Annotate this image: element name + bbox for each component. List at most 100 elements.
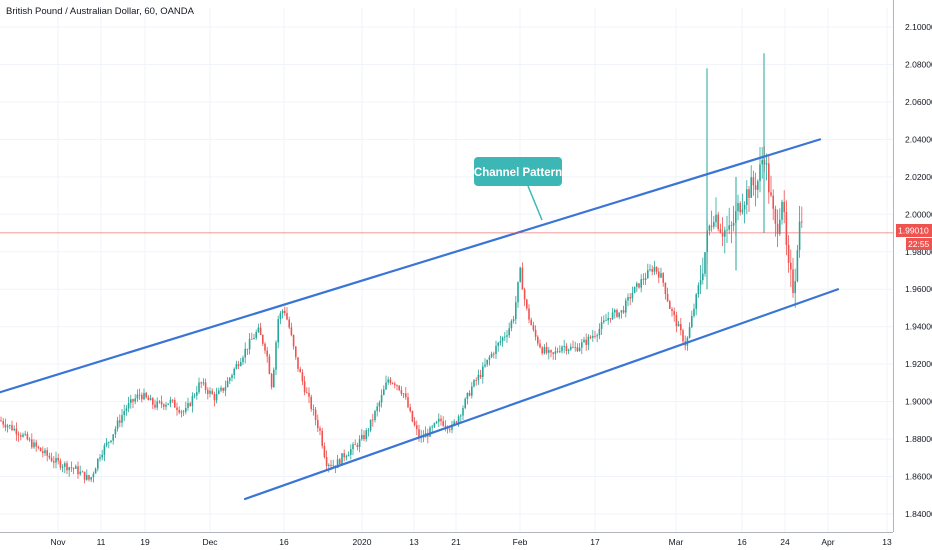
candle-body <box>42 451 44 454</box>
candle-body <box>770 192 772 196</box>
candle-body <box>708 225 711 231</box>
candle-body <box>244 348 246 358</box>
candle-body <box>541 347 543 354</box>
candle-body <box>699 280 702 286</box>
candle-body <box>341 453 343 464</box>
candle-body <box>658 271 660 278</box>
candle-body <box>790 262 792 270</box>
candle-body <box>583 339 585 343</box>
channel-upper-line[interactable] <box>0 138 822 394</box>
chart-title: British Pound / Australian Dollar, 60, O… <box>6 6 194 17</box>
candle-body <box>508 328 510 336</box>
candle-body <box>644 278 647 281</box>
candle-body <box>798 221 801 251</box>
price-axis[interactable] <box>893 0 932 550</box>
candle-body <box>222 387 224 391</box>
candle-body <box>125 408 128 412</box>
candle-body <box>636 283 638 287</box>
channel-callout[interactable]: Channel Pattern <box>474 157 562 221</box>
candle-body <box>565 345 568 351</box>
time-axis[interactable] <box>0 532 932 550</box>
candle-body <box>649 269 651 271</box>
candle-body <box>539 343 541 348</box>
candle-body <box>721 232 724 237</box>
candle-body <box>262 334 264 344</box>
candle-body <box>633 286 636 294</box>
candle-body <box>389 379 392 384</box>
candle-body <box>138 394 141 396</box>
candle-body <box>15 428 18 435</box>
candle-body <box>35 442 37 447</box>
candle-body <box>358 439 361 447</box>
x-tick-label: 2020 <box>353 537 372 547</box>
candle-body <box>774 208 777 224</box>
candle-body <box>449 429 451 431</box>
candle-body <box>537 336 539 344</box>
candle-body <box>279 313 282 320</box>
candle-body <box>748 189 750 198</box>
candle-body <box>594 335 596 337</box>
candle-body <box>479 374 482 378</box>
candle-body <box>585 339 587 345</box>
y-tick-label: 1.90000 <box>905 397 932 407</box>
candle-body <box>171 399 174 401</box>
candle-body <box>143 392 145 400</box>
candle-body <box>11 425 13 431</box>
candle-body <box>664 282 667 295</box>
last-price-tag: 1.99010 22:55 <box>896 224 932 250</box>
candle-body <box>59 460 62 468</box>
candle-body <box>336 459 339 468</box>
candle-body <box>114 428 117 435</box>
candle-body <box>46 450 48 456</box>
candle-body <box>504 336 506 338</box>
candle-body <box>92 473 95 478</box>
last-price-value: 1.99010 <box>898 226 929 236</box>
candle-body <box>165 404 167 407</box>
candle-body <box>620 310 623 313</box>
candle-body <box>779 219 781 234</box>
candle-body <box>17 434 20 436</box>
candle-body <box>435 421 438 424</box>
y-tick-label: 2.10000 <box>905 22 932 32</box>
candle-body <box>365 430 367 440</box>
candle-body <box>378 402 381 407</box>
candle-body <box>442 421 444 426</box>
candle-body <box>218 390 220 394</box>
candle-body <box>224 387 227 391</box>
candle-body <box>761 160 763 165</box>
y-tick-label: 1.98000 <box>905 247 932 257</box>
candle-body <box>211 390 213 395</box>
candle-body <box>90 477 92 480</box>
candle-body <box>187 403 189 408</box>
candle-body <box>339 459 341 464</box>
candle-body <box>702 273 704 281</box>
candle-body <box>281 310 284 314</box>
candle-body <box>321 430 323 447</box>
candle-body <box>596 335 598 337</box>
candle-body <box>486 359 488 365</box>
candle-body <box>237 364 240 366</box>
candle-body <box>787 244 790 263</box>
candle-body <box>693 308 695 316</box>
candle-body <box>697 285 700 295</box>
candle-body <box>75 466 77 469</box>
x-tick-label: 13 <box>409 537 419 547</box>
candle-body <box>534 329 537 337</box>
candle-body <box>545 347 548 353</box>
candle-body <box>330 464 332 466</box>
callout-box <box>474 157 562 186</box>
candle-body <box>713 222 715 227</box>
channel-lower-line[interactable] <box>243 288 840 501</box>
candle-body <box>356 444 359 447</box>
candle-body <box>655 266 658 272</box>
candle-body <box>141 394 143 400</box>
candle-body <box>352 444 354 450</box>
candle-body <box>660 273 662 278</box>
candle-body <box>429 427 431 437</box>
candle-body <box>317 419 319 429</box>
candle-body <box>149 398 152 401</box>
candle-body <box>607 318 609 321</box>
candle-body <box>482 366 484 378</box>
candle-body <box>174 400 176 408</box>
